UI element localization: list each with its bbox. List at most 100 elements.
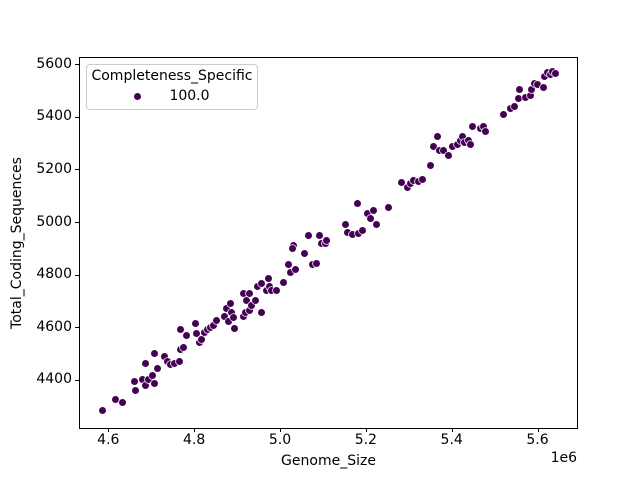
y-tick-label: 4400 [36,371,72,388]
scatter-point [464,137,472,144]
scatter-point [304,232,312,240]
x-tick-label: 4.8 [183,432,206,448]
scatter-point [119,399,127,407]
scatter-point [138,376,146,384]
scatter-point [272,287,280,295]
scatter-point [167,361,175,369]
scatter-point [268,287,276,295]
scatter-point [280,278,288,286]
scatter-point [367,215,375,223]
x-tick-mark [365,428,367,432]
scatter-point [177,326,185,334]
scatter-point [481,127,489,135]
y-tick-mark [75,327,79,329]
scatter-point [440,146,448,154]
scatter-point [316,232,324,240]
scatter-point [141,359,149,367]
scatter-point [241,309,249,317]
y-axis-label-text: Total_Coding_Sequences [9,157,25,329]
scatter-point [227,308,235,316]
x-tick-label: 5.6 [526,432,549,448]
scatter-point [198,336,206,344]
scatter-point [292,266,300,274]
x-tick-mark [194,428,196,432]
scatter-point [132,387,140,395]
scatter-point [526,91,534,99]
scatter-point [193,330,201,338]
scatter-point [459,132,467,140]
scatter-point [510,102,518,110]
y-tick-mark [75,274,79,276]
scatter-point [286,268,294,276]
scatter-point [225,318,233,326]
scatter-point [403,183,411,191]
scatter-point [434,133,441,141]
scatter-point [534,80,542,88]
scatter-point [370,206,378,214]
scatter-point [445,151,453,159]
scatter-point [409,176,417,184]
scatter-point [429,142,437,150]
y-tick-label: 5200 [36,160,72,177]
scatter-point [131,378,138,386]
legend-entry: 100.0 [87,86,257,106]
scatter-point [240,290,248,298]
y-tick-mark [75,379,79,381]
scatter-point [551,70,559,78]
scatter-point [341,221,349,229]
scatter-point [301,249,309,257]
y-tick-label: 4600 [36,318,72,335]
legend-entry-label: 100.0 [169,88,210,104]
scatter-point [149,372,157,380]
scatter-point [175,358,183,366]
x-tick-label: 5.2 [354,432,377,448]
scatter-point [313,259,321,267]
y-tick-label: 5400 [36,108,72,125]
scatter-point [251,297,259,305]
y-tick-mark [75,64,79,66]
scatter-point [506,105,514,113]
scatter-point [500,111,508,119]
scatter-point [229,314,237,322]
scatter-point [453,141,461,149]
scatter-point [209,321,217,329]
legend-marker-icon [134,92,142,100]
y-tick-label: 5000 [36,213,72,230]
scatter-point [349,231,357,239]
x-tick-label: 5.0 [268,432,292,448]
scatter-point [363,210,371,218]
scatter-point [309,261,317,269]
x-tick-mark [280,428,281,432]
scatter-point [226,300,234,308]
scatter-point [479,122,487,130]
scatter-point [460,138,468,146]
x-axis-offset-label: 1e6 [550,450,577,466]
scatter-point [163,358,171,366]
scatter-point [398,178,406,186]
scatter-point [528,86,536,94]
legend-title: Completeness_Specific [91,68,253,84]
scatter-point [285,261,293,269]
scatter-point [151,350,159,358]
scatter-point [239,313,247,321]
y-tick-label: 4800 [36,266,72,283]
y-tick-mark [75,169,79,171]
scatter-point [220,313,228,321]
scatter-point [456,137,464,144]
x-tick-label: 4.6 [97,432,120,448]
scatter-point [359,227,367,235]
y-tick-mark [75,222,79,223]
scatter-point [242,297,250,305]
scatter-point [246,307,254,314]
scatter-point [258,279,266,287]
scatter-point [419,176,427,184]
scatter-point [151,379,159,387]
scatter-point [253,282,261,290]
scatter-point [160,353,168,361]
x-tick-label: 5.4 [440,432,463,448]
scatter-point [353,200,361,208]
scatter-point [415,177,423,185]
scatter-point [288,245,296,253]
y-tick-mark [75,116,79,118]
scatter-point [171,360,179,368]
